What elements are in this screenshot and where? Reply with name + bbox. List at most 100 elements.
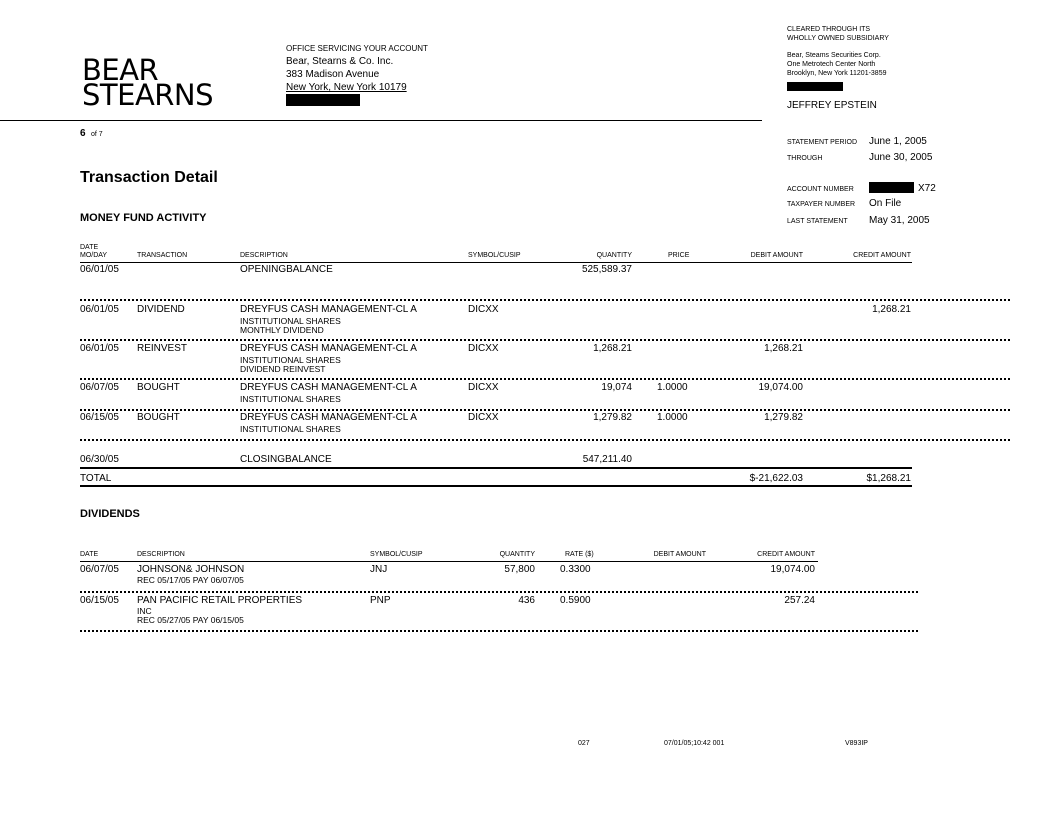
row-debit: 19,074.00 xyxy=(758,382,804,393)
column-header-date: DATE xyxy=(80,551,99,558)
column-header-credit: CREDIT AMOUNT xyxy=(757,551,815,558)
row-symbol: DICXX xyxy=(468,343,499,354)
row-date: 06/01/05 xyxy=(80,304,119,315)
row-credit: 19,074.00 xyxy=(770,564,816,575)
office-line: New York, New York 10179 xyxy=(286,82,407,93)
dividends-heading: DIVIDENDS xyxy=(80,508,140,520)
row-description: CLOSINGBALANCE xyxy=(240,454,332,465)
office-line: Bear, Stearns & Co. Inc. xyxy=(286,56,394,67)
column-header-debit: DEBIT AMOUNT xyxy=(750,252,803,259)
column-header-quantity: QUANTITY xyxy=(499,551,535,558)
row-transaction: BOUGHT xyxy=(137,412,180,423)
row-description-detail: INC xyxy=(137,606,152,616)
page-of: of 7 xyxy=(91,131,103,138)
through-date: June 30, 2005 xyxy=(869,152,933,163)
redaction xyxy=(286,94,360,106)
row-quantity: 1,268.21 xyxy=(593,343,632,354)
row-description-detail: MONTHLY DIVIDEND xyxy=(240,325,324,335)
column-header-price: PRICE xyxy=(668,252,690,259)
row-credit: 257.24 xyxy=(784,595,815,606)
last-statement-label: LAST STATEMENT xyxy=(787,218,848,225)
column-header-transaction: TRANSACTION xyxy=(137,252,188,259)
subsidiary-line: Brooklyn, New York 11201-3859 xyxy=(787,70,887,77)
bear-stearns-logo: BEAR STEARNS xyxy=(82,53,214,112)
row-date: 06/15/05 xyxy=(80,595,119,606)
row-description-detail: INSTITUTIONAL SHARES xyxy=(240,355,341,365)
column-header-symbol: SYMBOL/CUSIP xyxy=(468,252,521,259)
row-debit: 1,279.82 xyxy=(764,412,803,423)
cleared-line: CLEARED THROUGH ITS xyxy=(787,26,871,33)
row-date: 06/01/05 xyxy=(80,343,119,354)
row-quantity: 57,800 xyxy=(504,564,535,575)
row-date: 06/15/05 xyxy=(80,412,119,423)
total-credit: $1,268.21 xyxy=(866,473,912,484)
row-price: 1.0000 xyxy=(657,412,688,423)
row-quantity: 436 xyxy=(518,595,535,606)
row-description: OPENINGBALANCE xyxy=(240,264,333,275)
row-description: DREYFUS CASH MANAGEMENT-CL A xyxy=(240,304,417,315)
account-number-suffix: X72 xyxy=(918,183,936,194)
total-label: TOTAL xyxy=(80,473,112,484)
row-description-detail: DIVIDEND REINVEST xyxy=(240,364,326,374)
row-separator xyxy=(80,409,1010,411)
row-description: PAN PACIFIC RETAIL PROPERTIES xyxy=(137,595,303,606)
total-debit: $-21,622.03 xyxy=(749,473,803,484)
header-rule xyxy=(80,262,912,263)
last-statement: May 31, 2005 xyxy=(869,215,930,226)
through-label: THROUGH xyxy=(787,155,823,162)
column-header-quantity: QUANTITY xyxy=(596,252,632,259)
column-header-rate: RATE ($) xyxy=(565,551,594,558)
header-rule xyxy=(80,561,818,562)
row-date: 06/01/05 xyxy=(80,264,119,275)
column-header-date: DATE xyxy=(80,244,99,251)
row-price: 1.0000 xyxy=(657,382,688,393)
row-description: DREYFUS CASH MANAGEMENT-CL A xyxy=(240,412,417,423)
footer-timestamp: 07/01/05;10:42 001 xyxy=(664,740,725,747)
row-date: 06/07/05 xyxy=(80,382,119,393)
page-title: Transaction Detail xyxy=(80,169,218,186)
subsidiary-line: Bear, Steams Securities Corp. xyxy=(787,52,881,59)
column-header-description: DESCRIPTION xyxy=(137,551,185,558)
row-description: DREYFUS CASH MANAGEMENT-CL A xyxy=(240,382,417,393)
office-line: 383 Madison Avenue xyxy=(286,69,380,80)
row-transaction: BOUGHT xyxy=(137,382,180,393)
redaction xyxy=(869,182,914,193)
row-symbol: DICXX xyxy=(468,412,499,423)
row-rate: 0.5900 xyxy=(560,595,591,606)
row-description-detail: INSTITUTIONAL SHARES xyxy=(240,316,341,326)
row-description: DREYFUS CASH MANAGEMENT-CL A xyxy=(240,343,417,354)
taxpayer-number: On File xyxy=(869,198,902,209)
row-description-detail: INSTITUTIONAL SHARES xyxy=(240,424,341,434)
row-description-detail: REC 05/17/05 PAY 06/07/05 xyxy=(137,575,244,585)
row-quantity: 525,589.37 xyxy=(581,264,632,275)
row-date: 06/30/05 xyxy=(80,454,119,465)
row-quantity: 547,211.40 xyxy=(582,454,632,465)
row-description-detail: REC 05/27/05 PAY 06/15/05 xyxy=(137,615,244,625)
row-date: 06/07/05 xyxy=(80,564,119,575)
row-separator xyxy=(80,378,1010,380)
row-debit: 1,268.21 xyxy=(764,343,803,354)
row-description-detail: INSTITUTIONAL SHARES xyxy=(240,394,341,404)
row-transaction: REINVEST xyxy=(137,343,188,354)
footer-code: 027 xyxy=(578,740,590,747)
subsidiary-line: One Metrotech Center North xyxy=(787,61,876,68)
column-header-debit: DEBIT AMOUNT xyxy=(653,551,706,558)
row-separator xyxy=(80,591,918,593)
row-symbol: JNJ xyxy=(370,564,388,575)
row-quantity: 19,074 xyxy=(601,382,632,393)
row-transaction: DIVIDEND xyxy=(137,304,185,315)
row-symbol: DICXX xyxy=(468,382,499,393)
row-credit: 1,268.21 xyxy=(872,304,911,315)
row-symbol: DICXX xyxy=(468,304,499,315)
row-symbol: PNP xyxy=(370,595,391,606)
total-rule xyxy=(80,485,912,487)
page-number: 6 xyxy=(80,128,86,139)
cleared-line: WHOLLY OWNED SUBSIDIARY xyxy=(787,35,889,42)
row-separator xyxy=(80,299,1010,301)
row-rate: 0.3300 xyxy=(560,564,591,575)
statement-period: June 1, 2005 xyxy=(869,136,927,147)
row-separator xyxy=(80,630,918,632)
column-header-description: DESCRIPTION xyxy=(240,252,288,259)
footer-code: V893IP xyxy=(845,740,868,747)
